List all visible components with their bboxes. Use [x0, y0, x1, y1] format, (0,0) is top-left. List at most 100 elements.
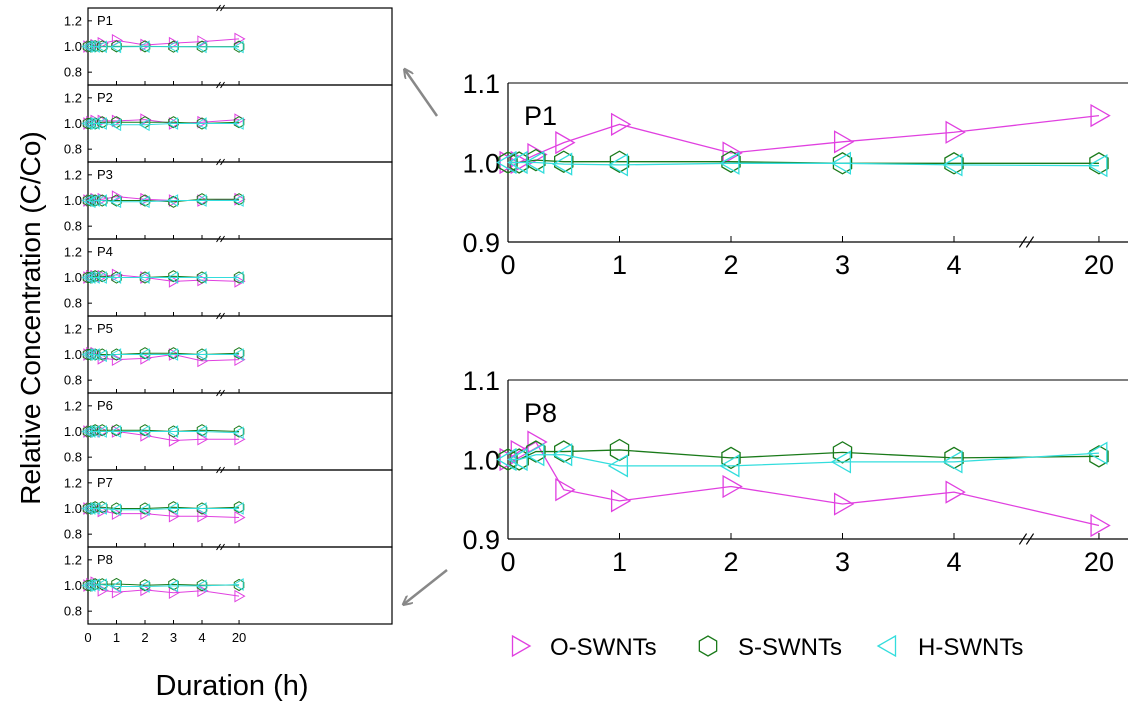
y-tick-label: 1.1	[462, 69, 500, 99]
point-h-swnts-p7-5	[138, 503, 150, 517]
point-s-swnts-p8-5	[721, 446, 741, 470]
point-o-swnts-p7-6	[168, 509, 181, 523]
point-o-swnts-p8-3	[97, 584, 109, 597]
point-s-swnts-p6-4	[111, 424, 122, 437]
point-h-swnts-p1-7	[942, 153, 963, 177]
point-h-swnts-p7-2	[88, 502, 100, 515]
y-tick-label: 0.8	[64, 450, 82, 465]
point-o-swnts-p1-6	[833, 130, 855, 154]
point-s-swnts-p8-1	[509, 448, 529, 471]
point-h-swnts-p1-4	[109, 40, 122, 54]
y-tick-label: 1.0	[64, 193, 82, 208]
point-h-swnts-p3-1	[84, 195, 96, 209]
x-tick-label: 0	[84, 630, 91, 645]
x-tick-label: 3	[170, 630, 177, 645]
point-h-swnts-p6-2	[88, 425, 100, 438]
point-h-swnts-p1-0	[81, 40, 93, 53]
point-s-swnts-p8-6	[832, 441, 853, 464]
point-s-swnts-p5-4	[111, 348, 122, 361]
small-panel-p5: 0.8 1.0 1.2 P5	[64, 312, 393, 394]
point-o-swnts-p6-0	[83, 425, 95, 438]
panel-label-p5: P5	[97, 321, 113, 336]
axis-break-mark	[220, 543, 225, 551]
point-s-swnts-p6-0	[82, 425, 94, 438]
point-h-swnts-p1-3	[551, 152, 573, 176]
point-o-swnts-p1-7	[197, 35, 209, 48]
small-panel-p7: 0.8 1.0 1.2 P7	[64, 466, 393, 548]
point-s-swnts-p7-0	[82, 502, 94, 515]
point-h-swnts-p2-3	[95, 117, 107, 130]
series-line-o-swnts-p3	[88, 196, 240, 201]
point-o-swnts-p7-5	[140, 507, 152, 520]
point-h-swnts-p2-0	[81, 117, 93, 130]
point-h-swnts-p1-2	[524, 150, 545, 175]
point-o-swnts-p8-7	[945, 480, 966, 504]
y-axis-label: Relative Concentration (C/Co)	[15, 131, 46, 505]
point-s-swnts-p5-6	[168, 347, 179, 360]
small-panel-p8: 0.8 1.0 1.2 P8	[64, 543, 393, 625]
small-panel-p2: 0.8 1.0 1.2 P2	[64, 81, 393, 163]
x-tick-label: 0	[500, 250, 515, 280]
axis-break-mark	[216, 543, 221, 551]
point-h-swnts-p3-3	[95, 194, 107, 207]
point-s-swnts-p6-7	[196, 424, 208, 437]
point-h-swnts-p2-8	[232, 117, 244, 130]
x-tick-label: 3	[835, 547, 850, 577]
point-s-swnts-p7-1	[85, 502, 97, 515]
point-h-swnts-p1-0	[496, 150, 517, 175]
axis-break-mark	[216, 81, 221, 89]
y-tick-label: 1.2	[64, 13, 82, 28]
small-panel-p6: 0.8 1.0 1.2 P6	[64, 389, 393, 471]
point-o-swnts-p8-5	[722, 474, 743, 499]
point-o-swnts-p7-8	[234, 511, 246, 524]
point-s-swnts-p8-8	[1089, 445, 1109, 468]
point-s-swnts-p4-7	[196, 271, 208, 284]
point-h-swnts-p4-0	[81, 271, 93, 284]
point-s-swnts-p4-5	[139, 271, 151, 284]
point-h-swnts-p8-1	[84, 579, 96, 592]
point-h-swnts-p6-6	[166, 425, 179, 438]
x-tick-label: 1	[113, 630, 120, 645]
point-h-swnts-p8-0	[81, 579, 93, 592]
point-h-swnts-p7-8	[232, 502, 244, 515]
point-h-swnts-p6-0	[81, 425, 93, 438]
x-tick-label: 2	[723, 250, 738, 280]
point-h-swnts-p7-3	[95, 502, 107, 515]
point-h-swnts-p2-4	[109, 118, 122, 132]
point-s-swnts-p7-8	[233, 501, 245, 514]
point-s-swnts-p6-6	[168, 425, 179, 438]
point-h-swnts-p4-2	[88, 271, 100, 284]
point-h-swnts-p8-3	[95, 578, 107, 592]
point-h-swnts-p8-2	[524, 443, 545, 467]
point-o-swnts-p6-1	[86, 425, 98, 438]
point-s-swnts-p2-0	[82, 117, 94, 130]
axis-break-mark	[220, 158, 225, 166]
large-panels: 0.9 1.0 1.1 0 1 2 3 4 20 P1 0.9 1.0 1.1 0 1 2 3 4 20 P8	[462, 69, 1128, 577]
point-h-swnts-p4-8	[232, 271, 244, 284]
point-s-swnts-p3-8	[233, 193, 245, 206]
point-s-swnts-p4-8	[233, 271, 245, 284]
legend-marker-o-swnts	[511, 634, 532, 658]
y-tick-label: 0.8	[64, 296, 82, 311]
axis-break-mark	[216, 312, 221, 320]
y-tick-label: 0.8	[64, 527, 82, 542]
point-s-swnts-p2-1	[85, 117, 97, 130]
point-o-swnts-p6-5	[140, 428, 152, 442]
axis-break-mark	[216, 235, 221, 243]
axis-break-mark	[220, 312, 225, 320]
point-s-swnts-p6-1	[85, 425, 97, 438]
point-o-swnts-p7-0	[83, 502, 95, 515]
point-h-swnts-p8-4	[607, 454, 629, 478]
point-h-swnts-p6-1	[84, 425, 96, 438]
y-tick-label: 1.2	[64, 475, 82, 490]
point-s-swnts-p8-3	[96, 578, 108, 591]
legend: O-SWNTs S-SWNTs H-SWNTs	[511, 634, 1023, 661]
point-s-swnts-p8-8	[233, 578, 245, 592]
x-tick-label: 20	[1084, 250, 1114, 280]
point-s-swnts-p8-2	[526, 440, 546, 463]
point-s-swnts-p7-4	[111, 502, 122, 515]
point-o-swnts-p5-4	[111, 353, 124, 366]
point-h-swnts-p1-6	[166, 40, 179, 53]
point-h-swnts-p5-3	[95, 349, 107, 363]
point-h-swnts-p5-6	[166, 348, 179, 361]
